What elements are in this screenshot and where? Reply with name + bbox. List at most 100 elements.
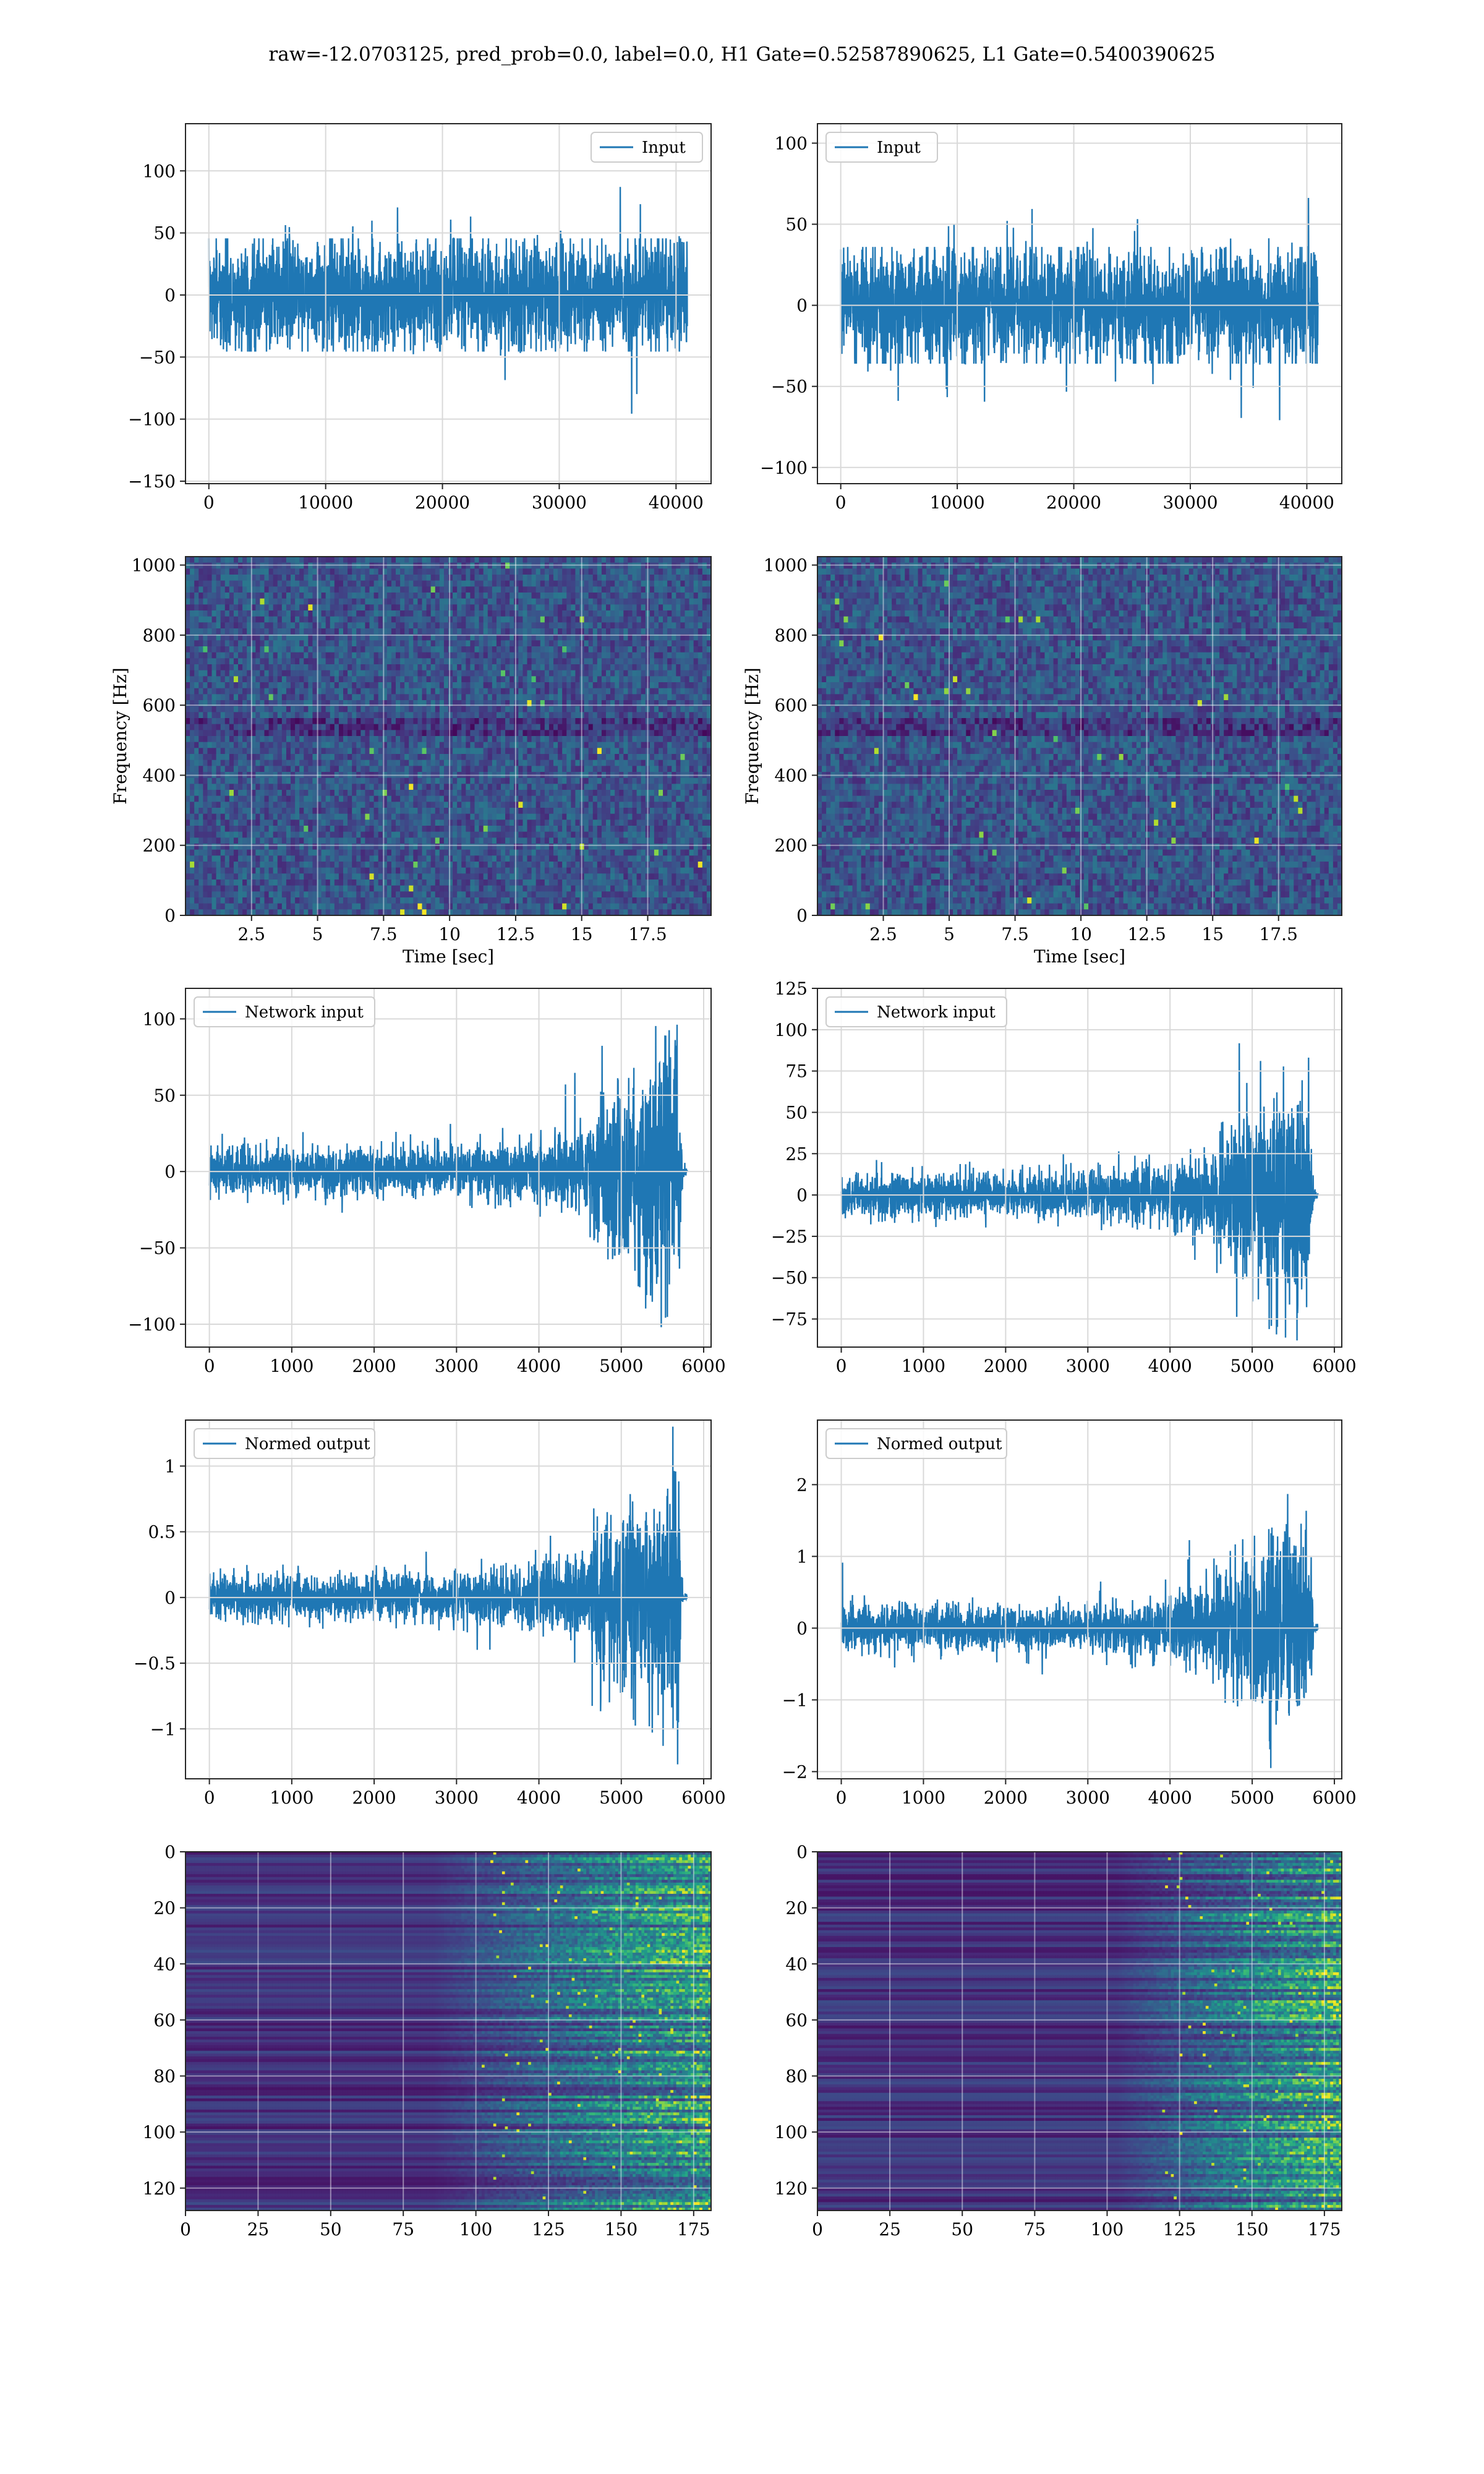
y-tick-label: 40 [785, 1954, 808, 1974]
y-tick-label: 50 [153, 1085, 176, 1106]
legend: Network input [194, 997, 375, 1027]
x-tick-label: 175 [677, 2219, 710, 2240]
legend-label: Normed output [877, 1435, 1002, 1453]
y-tick-label: 100 [143, 1009, 176, 1029]
y-tick-label: 0 [164, 1842, 176, 1862]
y-tick-label: 75 [785, 1061, 808, 1082]
x-tick-label: 10000 [298, 492, 353, 513]
y-tick-label: 100 [775, 1020, 808, 1040]
x-tick-label: 7.5 [1001, 924, 1029, 944]
series-line [210, 1427, 688, 1765]
y-tick-label: −1 [782, 1690, 808, 1710]
legend: Normed output [826, 1429, 1007, 1458]
x-tick-label: 10 [1070, 924, 1092, 944]
x-tick-label: 30000 [1162, 492, 1217, 513]
y-tick-label: 600 [775, 695, 808, 716]
y-tick-label: 400 [775, 765, 808, 785]
plot-area [817, 1852, 1342, 2211]
plot-area [209, 187, 688, 414]
x-tick-label: 5000 [599, 1787, 643, 1808]
x-tick-label: 5000 [1230, 1787, 1274, 1808]
x-tick-label: 3000 [1066, 1787, 1110, 1808]
x-tick-label: 3000 [1066, 1356, 1110, 1376]
plot-area [842, 1043, 1318, 1341]
x-tick-label: 4000 [1148, 1356, 1192, 1376]
x-tick-label: 0 [204, 1787, 215, 1808]
y-axis-label: Frequency [Hz] [742, 667, 762, 804]
x-tick-label: 100 [1091, 2219, 1124, 2240]
x-tick-label: 3000 [435, 1787, 479, 1808]
series-line [842, 1043, 1318, 1341]
x-tick-label: 10000 [930, 492, 985, 513]
subplot-spec-l1: 2.5 5 7.5 10 12.5 15 17.502004006008001000Time… [742, 555, 1342, 967]
y-tick-label: 80 [785, 2066, 808, 2087]
series-line [210, 1025, 688, 1327]
x-tick-label: 6000 [681, 1356, 725, 1376]
y-tick-label: 50 [785, 215, 808, 235]
y-tick-label: 600 [143, 695, 176, 716]
y-tick-label: 0 [796, 1618, 808, 1638]
x-tick-label: 40000 [1279, 492, 1334, 513]
y-tick-label: −100 [128, 409, 176, 430]
x-tick-label: 50 [951, 2219, 973, 2240]
x-tick-label: 4000 [517, 1787, 561, 1808]
y-tick-label: 100 [775, 133, 808, 153]
x-tick-label: 2000 [984, 1356, 1028, 1376]
y-tick-label: 0 [164, 905, 176, 926]
x-tick-label: 50 [320, 2219, 342, 2240]
y-tick-label: 1000 [132, 555, 176, 576]
x-tick-label: 5000 [1230, 1356, 1274, 1376]
y-tick-label: 1 [164, 1456, 176, 1476]
x-tick-label: 20000 [1046, 492, 1101, 513]
y-tick-label: 80 [153, 2066, 176, 2087]
y-tick-label: −2 [782, 1761, 808, 1782]
x-tick-label: 1000 [270, 1356, 313, 1376]
y-tick-label: −50 [771, 377, 808, 397]
y-tick-label: 100 [143, 161, 176, 181]
x-tick-label: 12.5 [497, 924, 535, 944]
x-tick-label: 125 [532, 2219, 565, 2240]
y-tick-label: −25 [771, 1226, 808, 1247]
y-tick-label: −0.5 [134, 1653, 176, 1674]
x-tick-label: 150 [1235, 2219, 1268, 2240]
y-tick-label: 200 [775, 836, 808, 856]
y-tick-label: 1000 [764, 555, 808, 576]
y-tick-label: 800 [143, 625, 176, 646]
subplot-spec-h1: 2.5 5 7.5 10 12.5 15 17.502004006008001000Time… [110, 555, 712, 967]
x-axis-label: Time [sec] [1034, 946, 1125, 967]
y-tick-label: 0 [164, 1588, 176, 1608]
x-axis-label: Time [sec] [403, 946, 494, 967]
x-tick-label: 0 [204, 1356, 215, 1376]
y-tick-label: 0 [164, 1162, 176, 1182]
y-tick-label: −150 [128, 471, 176, 492]
y-tick-label: 120 [143, 2178, 176, 2199]
y-tick-label: 60 [153, 2010, 176, 2031]
x-tick-label: 4000 [1148, 1787, 1192, 1808]
y-tick-label: 0 [796, 1842, 808, 1862]
x-tick-label: 0 [836, 1356, 847, 1376]
x-tick-label: 17.5 [628, 924, 667, 944]
y-tick-label: 0.5 [148, 1522, 176, 1543]
x-tick-label: 30000 [532, 492, 587, 513]
x-tick-label: 1000 [270, 1787, 313, 1808]
x-tick-label: 1000 [902, 1356, 945, 1376]
y-tick-label: −100 [128, 1314, 176, 1335]
legend-label: Network input [245, 1003, 364, 1022]
legend-label: Input [877, 139, 921, 157]
y-tick-label: −1 [150, 1719, 176, 1739]
x-tick-label: 0 [835, 492, 846, 513]
x-tick-label: 2.5 [238, 924, 266, 944]
x-tick-label: 1000 [902, 1787, 945, 1808]
plot-area [186, 557, 712, 916]
series-line [842, 1494, 1318, 1768]
y-tick-label: −50 [139, 347, 176, 367]
x-tick-label: 2.5 [869, 924, 897, 944]
x-tick-label: 5000 [599, 1356, 643, 1376]
